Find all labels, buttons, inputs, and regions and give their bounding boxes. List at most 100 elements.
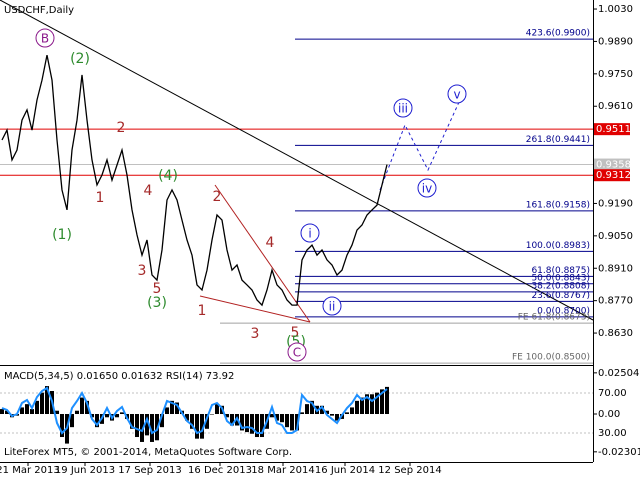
macd-bar bbox=[35, 400, 39, 415]
wave-label: 5 bbox=[291, 325, 300, 341]
fib-label: 38.2(0.8808) bbox=[531, 281, 590, 291]
wave-circle bbox=[393, 98, 413, 118]
macd-bar bbox=[210, 414, 214, 415]
macd-bar bbox=[115, 414, 119, 418]
wedge-line bbox=[199, 295, 311, 323]
macd-bar bbox=[130, 414, 134, 429]
macd-bar bbox=[140, 414, 144, 442]
price-box bbox=[594, 158, 630, 171]
fib-label: 261.8(0.9441) bbox=[526, 135, 590, 145]
fib-label: 100.0(0.8983) bbox=[526, 241, 590, 251]
y2-tick-label: 30.00 bbox=[598, 428, 627, 439]
wave-circle bbox=[287, 342, 307, 362]
macd-bar bbox=[275, 414, 279, 421]
x-tick-label: 21 Mar 2013 bbox=[0, 465, 60, 476]
wave-circle bbox=[322, 296, 342, 316]
macd-bar bbox=[70, 414, 74, 428]
rsi-line bbox=[1, 386, 388, 435]
wave-label: 5 bbox=[153, 281, 162, 297]
macd-bar bbox=[190, 414, 194, 429]
wave-label: 2 bbox=[117, 120, 126, 136]
y-tick-label: 0.8770 bbox=[598, 296, 633, 307]
macd-bar bbox=[95, 414, 99, 428]
macd-bar bbox=[165, 407, 169, 415]
macd-bar bbox=[150, 414, 154, 442]
y-tick-label: 0.8630 bbox=[598, 328, 633, 339]
macd-bar bbox=[250, 414, 254, 434]
macd-bar bbox=[330, 414, 334, 416]
price-line-series bbox=[1, 54, 388, 307]
macd-bar bbox=[105, 414, 109, 418]
wave-label: C bbox=[293, 346, 301, 360]
wave-label: 4 bbox=[144, 183, 153, 199]
indicator-title: MACD(5,34,5) 0.01650 0.01632 RSI(14) 73.… bbox=[4, 371, 234, 382]
wave-label: i bbox=[308, 227, 311, 241]
macd-bar bbox=[45, 386, 49, 415]
price-box bbox=[594, 123, 630, 136]
price-box-label: 0.9511 bbox=[596, 124, 631, 135]
macd-bar bbox=[300, 412, 304, 415]
fib-label: 23.6(0.8767) bbox=[531, 291, 590, 301]
wave-circle bbox=[300, 223, 320, 243]
trend-line bbox=[0, 0, 594, 321]
macd-bar bbox=[120, 412, 124, 415]
x-tick-label: 19 Jun 2013 bbox=[55, 465, 115, 476]
symbol-title: USDCHF,Daily bbox=[4, 5, 74, 16]
wave-label: ii bbox=[329, 300, 336, 314]
macd-bar bbox=[5, 410, 9, 415]
wave-label: 3 bbox=[138, 263, 147, 279]
macd-bar bbox=[60, 414, 64, 438]
macd-bar bbox=[0, 409, 4, 415]
y-tick-label: 0.00 bbox=[598, 409, 620, 420]
macd-bar bbox=[185, 414, 189, 421]
macd-bar bbox=[200, 414, 204, 439]
macd-bar bbox=[225, 414, 229, 418]
wave-label: iv bbox=[422, 182, 432, 196]
macd-bar bbox=[240, 414, 244, 431]
macd-bar bbox=[245, 414, 249, 433]
macd-bar bbox=[270, 414, 274, 418]
macd-bar bbox=[375, 392, 379, 415]
macd-bar bbox=[30, 409, 34, 415]
wave-label: 4 bbox=[266, 235, 275, 251]
macd-bar bbox=[335, 414, 339, 421]
macd-bar bbox=[280, 414, 284, 423]
wave-label: (2) bbox=[70, 51, 90, 67]
macd-bar bbox=[285, 414, 289, 428]
macd-bar bbox=[255, 414, 259, 438]
macd-bar bbox=[80, 397, 84, 415]
wave-circle bbox=[447, 84, 467, 104]
macd-bar bbox=[360, 397, 364, 415]
wave-label: 3 bbox=[251, 326, 260, 342]
y-tick-label: 0.9750 bbox=[598, 69, 633, 80]
macd-bar bbox=[135, 414, 139, 438]
y-tick-label: 0.02504 bbox=[598, 368, 639, 379]
y-tick-label: 0.9610 bbox=[598, 101, 633, 112]
fib-label: 161.8(0.9158) bbox=[526, 200, 590, 210]
macd-bar bbox=[55, 410, 59, 415]
macd-bar bbox=[290, 414, 294, 431]
wave-label: 2 bbox=[213, 189, 222, 205]
x-tick-label: 16 Dec 2013 bbox=[188, 465, 252, 476]
macd-bar bbox=[75, 410, 79, 415]
macd-bar bbox=[305, 404, 309, 415]
macd-bar bbox=[385, 386, 389, 415]
fib-label: 61.8(0.8875) bbox=[531, 266, 590, 276]
wave-label: iii bbox=[398, 102, 408, 116]
wave-label: v bbox=[453, 88, 460, 102]
forecast-path bbox=[379, 99, 461, 191]
wave-circle bbox=[417, 178, 437, 198]
x-tick-label: 12 Sep 2014 bbox=[378, 465, 441, 476]
wave-label: (3) bbox=[147, 295, 167, 311]
y-tick-label: 0.9890 bbox=[598, 36, 633, 47]
wave-circle bbox=[35, 28, 55, 48]
macd-bar bbox=[320, 405, 324, 415]
x-tick-label: 16 Jun 2014 bbox=[315, 465, 375, 476]
price-box bbox=[594, 169, 630, 182]
macd-bar bbox=[230, 414, 234, 426]
macd-bar bbox=[325, 410, 329, 415]
macd-bar bbox=[205, 414, 209, 429]
y2-tick-label: 70.00 bbox=[598, 388, 627, 399]
